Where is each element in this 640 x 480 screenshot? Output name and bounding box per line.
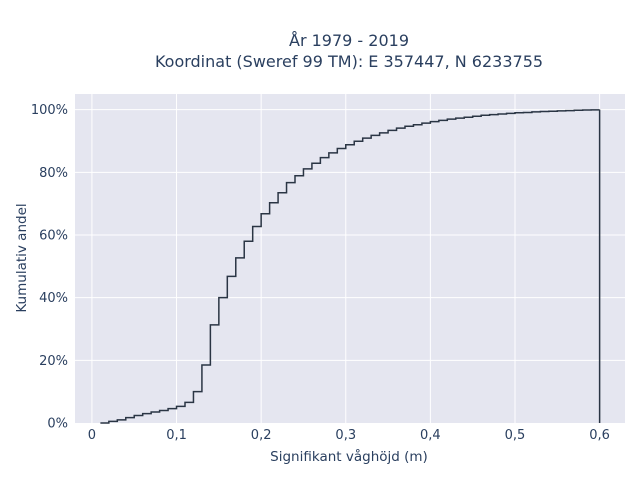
y-tick-label: 40% (39, 291, 68, 306)
gridlines (75, 94, 625, 423)
x-tick-label: 0,2 (251, 428, 272, 443)
y-tick-label: 20% (39, 354, 68, 369)
y-tick-label: 60% (39, 229, 68, 244)
x-tick-label: 0,5 (505, 428, 526, 443)
plot-area (75, 94, 625, 423)
y-axis-title: Kumulativ andel (14, 203, 30, 312)
x-tick-label: 0,1 (166, 428, 187, 443)
y-tick-label: 80% (39, 166, 68, 181)
series-layer (100, 109, 601, 424)
x-axis-title: Signifikant våghöjd (m) (270, 448, 428, 465)
cdf-step-line (100, 109, 601, 424)
x-tick-label: 0,4 (420, 428, 441, 443)
x-tick-labels: 0 0,1 0,2 0,3 0,4 0,5 0,6 (88, 428, 610, 443)
chart-subtitle: Koordinat (Sweref 99 TM): E 357447, N 62… (155, 52, 543, 71)
y-tick-label: 100% (31, 103, 68, 118)
x-tick-label: 0,3 (335, 428, 356, 443)
y-tick-labels: 0% 20% 40% 60% 80% 100% (31, 103, 68, 431)
chart-title: År 1979 - 2019 (289, 31, 409, 50)
x-tick-label: 0,6 (589, 428, 610, 443)
x-tick-label: 0 (88, 428, 96, 443)
y-tick-label: 0% (47, 417, 68, 432)
